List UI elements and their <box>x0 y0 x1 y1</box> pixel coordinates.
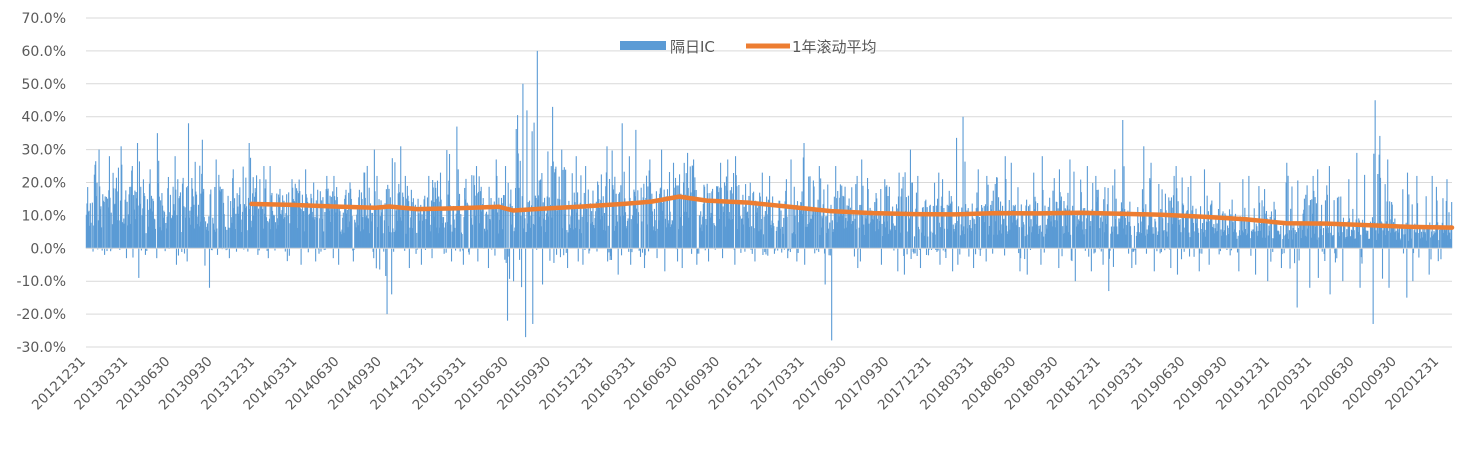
y-tick-label: 20.0% <box>22 176 66 192</box>
y-tick-label: 60.0% <box>22 44 66 60</box>
y-tick-label: -10.0% <box>16 274 66 290</box>
y-tick-label: 30.0% <box>22 143 66 159</box>
y-tick-label: 40.0% <box>22 110 66 126</box>
legend: 隔日IC 1年滚动平均 <box>620 38 877 56</box>
rolling-average-line <box>249 194 1455 230</box>
gridlines <box>86 17 1452 348</box>
rolling-average-series <box>249 194 1455 230</box>
legend-swatch-ic <box>620 41 666 50</box>
y-tick-label: -20.0% <box>16 307 66 323</box>
y-axis-ticks: 70.0% 60.0% 50.0% 40.0% 30.0% 20.0% 10.0% 0.0% -… <box>16 11 66 356</box>
legend-label-rolling: 1年滚动平均 <box>792 38 877 56</box>
y-tick-label: 0.0% <box>30 241 66 257</box>
y-tick-label: 70.0% <box>22 11 66 27</box>
ic-bar-series <box>85 50 1453 341</box>
y-tick-label: -30.0% <box>16 340 66 356</box>
legend-label-ic: 隔日IC <box>670 38 715 56</box>
y-tick-label: 10.0% <box>22 208 66 224</box>
x-axis-ticks: 2012123120130331201306302013093020131231… <box>29 354 1442 414</box>
y-tick-label: 50.0% <box>22 77 66 93</box>
